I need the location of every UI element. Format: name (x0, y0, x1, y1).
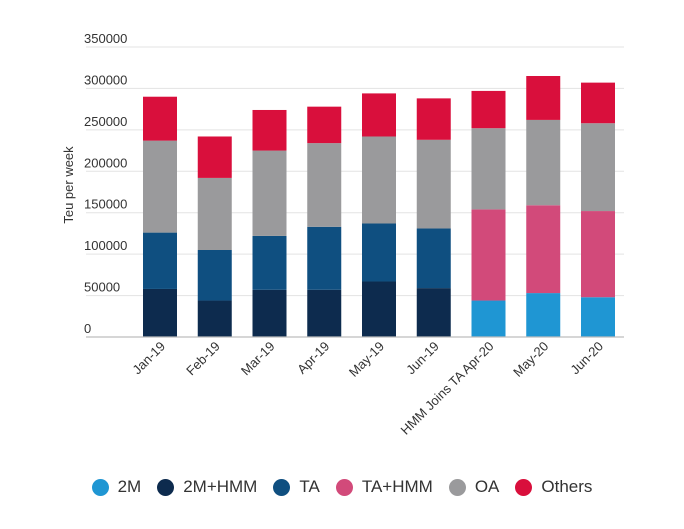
legend-swatch (448, 478, 466, 496)
x-tick-label: May-19 (346, 339, 387, 380)
x-tick-label: HMM Joins TA Apr-20 (397, 339, 496, 438)
x-tick-label: Apr-19 (294, 339, 332, 377)
legend: 2M 2M+HMM TA TA+HMM OA Others (0, 472, 684, 502)
bar-segment-oa (362, 136, 396, 224)
x-tick-label: May-20 (510, 339, 551, 380)
bar-segment-oa (143, 140, 177, 233)
bar-segment-others (526, 76, 561, 120)
legend-item: TA+HMM (335, 477, 433, 497)
legend-label: Others (541, 477, 593, 496)
y-tick-label: 300000 (84, 72, 127, 87)
x-tick-label: Jun-19 (403, 339, 442, 378)
y-tick-label: 0 (84, 321, 91, 336)
bar-segment-2m (581, 297, 615, 337)
bar-segment-2m-hmm (307, 289, 342, 337)
bar-segment-ta-hmm (581, 211, 615, 298)
x-tick-label: Feb-19 (183, 339, 223, 379)
bar-segment-oa (307, 143, 342, 227)
bars (143, 76, 615, 337)
bar-segment-ta-hmm (526, 205, 561, 294)
y-tick-label: 350000 (84, 31, 127, 46)
legend-item: TA (273, 477, 320, 497)
legend-label: 2M+HMM (183, 477, 258, 496)
bar-segment-ta (252, 235, 287, 290)
legend-swatch (335, 478, 353, 496)
y-tick-label: 200000 (84, 155, 127, 170)
legend-swatch (515, 478, 533, 496)
legend-item: 2M (91, 477, 142, 497)
bar-segment-others (416, 98, 451, 140)
x-tick-label: Mar-19 (238, 339, 278, 379)
bar-segment-oa (197, 177, 232, 250)
bar-segment-ta (362, 223, 396, 282)
legend-swatch (91, 478, 109, 496)
bar-segment-others (143, 96, 177, 141)
y-tick-label: 250000 (84, 114, 127, 129)
bar-segment-2m-hmm (252, 289, 287, 337)
bar-segment-ta (416, 228, 451, 289)
bar-segment-2m-hmm (143, 288, 177, 337)
bar-segment-2m (526, 293, 561, 337)
bar-segment-others (307, 106, 342, 144)
bar-segment-oa (416, 139, 451, 229)
legend-label: TA (299, 477, 320, 496)
x-axis-ticks: Jan-19 Feb-19 Mar-19 Apr-19 May-19 Jun-19HMM … (129, 339, 606, 438)
bar-segment-others (581, 82, 615, 124)
legend-label: TA+HMM (361, 477, 433, 496)
legend-label: 2M (117, 477, 142, 496)
legend-swatch (273, 478, 291, 496)
bar-segment-ta (197, 250, 232, 301)
x-tick-label: Jun-20 (567, 339, 606, 378)
bar-segment-ta-hmm (471, 209, 506, 301)
legend-label: OA (474, 477, 500, 496)
bar-segment-others (471, 90, 506, 129)
x-tick-label: Jan-19 (129, 339, 168, 378)
bar-segment-2m (471, 300, 506, 337)
y-tick-label: 100000 (84, 238, 127, 253)
y-axis-ticks: 0 50000 100000 150000 200000 250000 300000 3500… (84, 31, 127, 336)
bar-segment-2m-hmm (416, 288, 451, 337)
bar-segment-oa (581, 123, 615, 212)
bar-segment-others (362, 93, 396, 137)
bar-segment-others (197, 136, 232, 178)
legend-swatch (157, 478, 175, 496)
bar-segment-oa (252, 150, 287, 236)
legend-item: OA (448, 477, 500, 497)
legend-item: 2M+HMM (157, 477, 257, 497)
bar-segment-2m-hmm (197, 300, 232, 337)
y-axis-label: Teu per week (61, 146, 76, 224)
bar-segment-oa (471, 128, 506, 210)
y-tick-label: 50000 (84, 280, 120, 295)
legend-item: Others (515, 477, 592, 497)
y-tick-label: 150000 (84, 197, 127, 212)
bar-segment-others (252, 109, 287, 151)
bar-segment-2m-hmm (362, 281, 396, 337)
bar-segment-ta (143, 232, 177, 289)
bar-segment-ta (307, 226, 342, 290)
bar-segment-oa (526, 119, 561, 206)
